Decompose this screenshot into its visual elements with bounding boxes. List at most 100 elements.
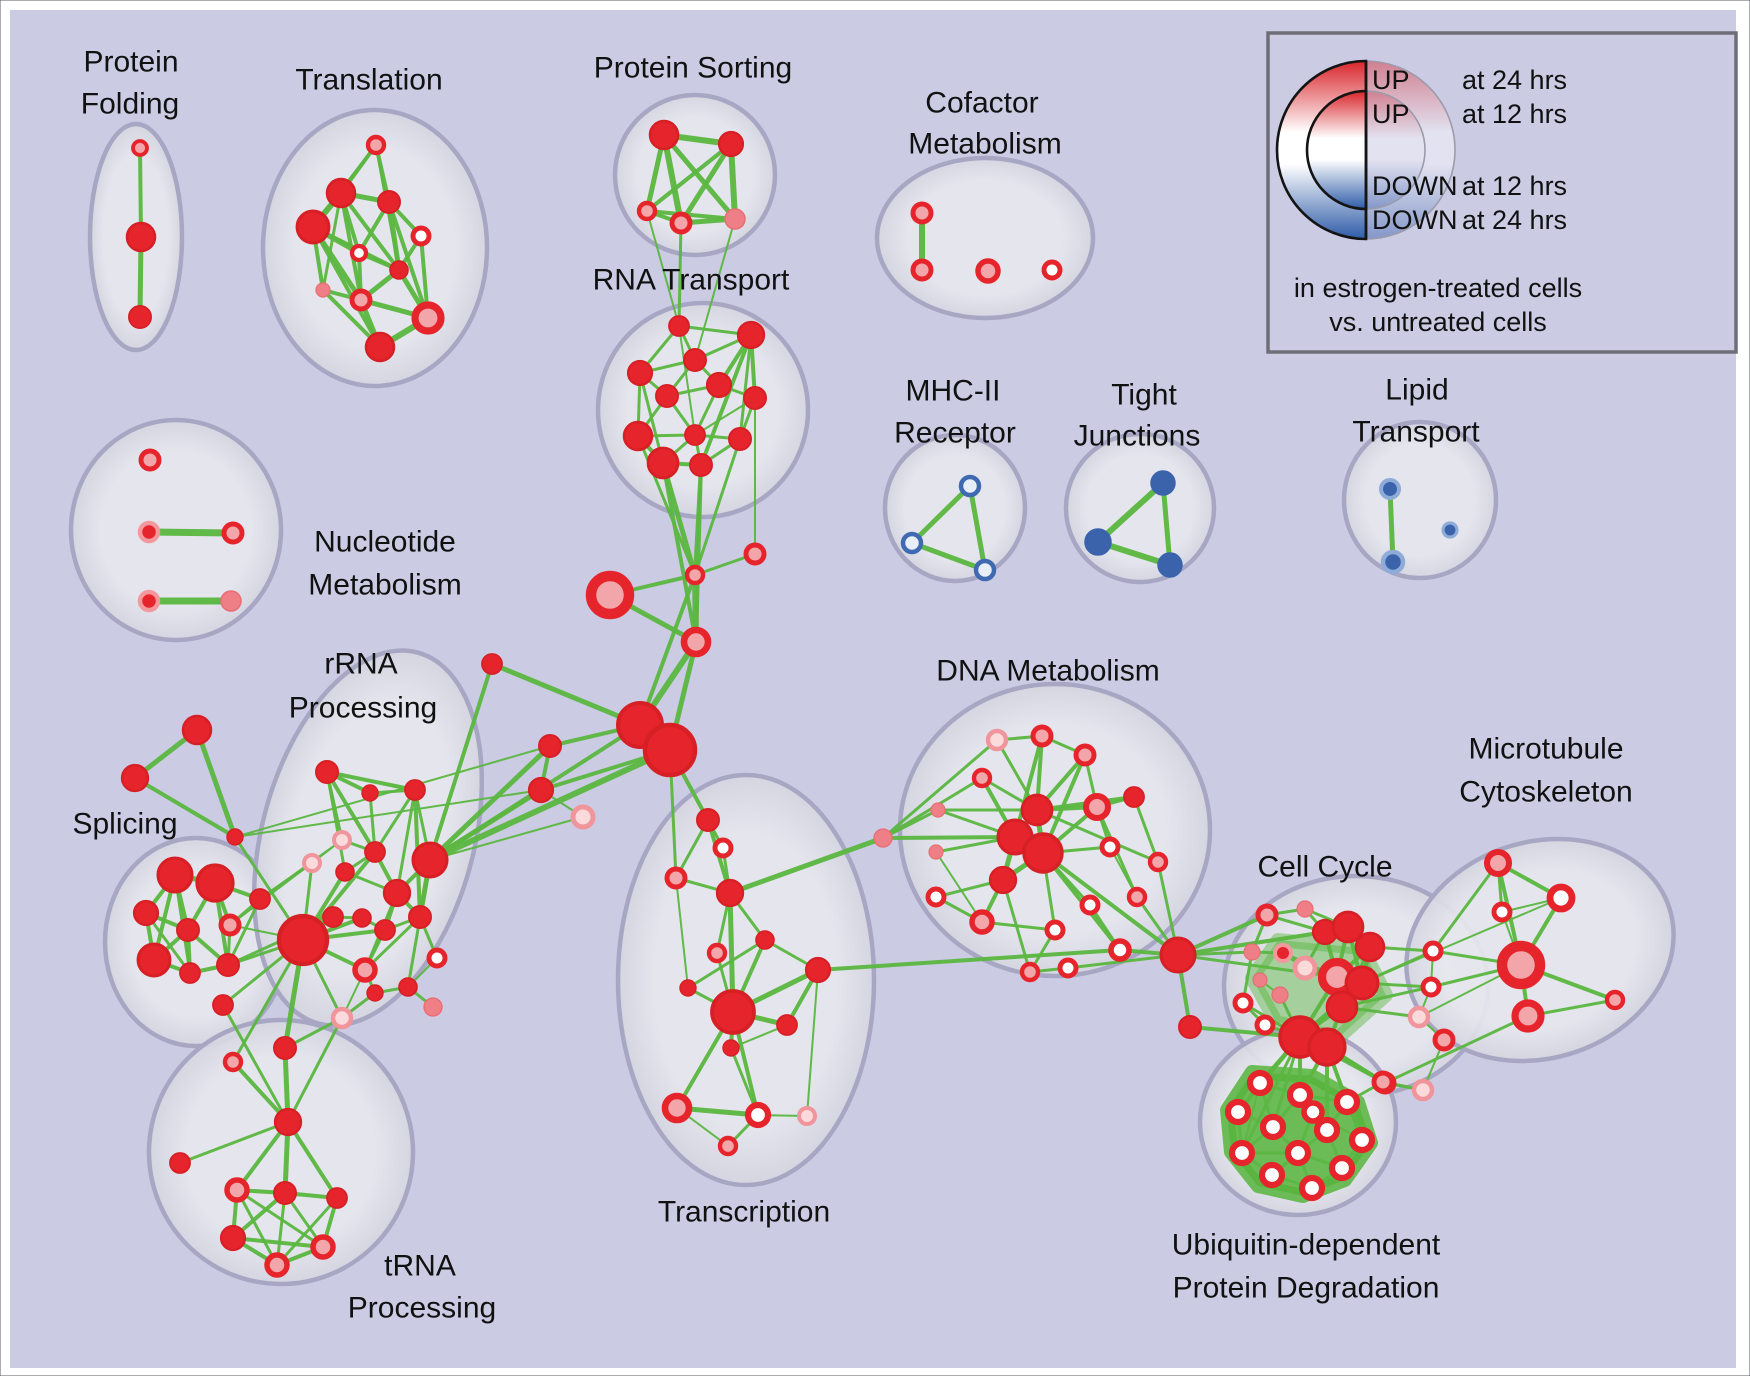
node (212, 994, 234, 1016)
edge (133, 776, 237, 839)
node (315, 282, 331, 298)
edge (194, 727, 238, 840)
node (717, 1135, 739, 1157)
edge (325, 770, 347, 874)
edge (1095, 480, 1166, 545)
edge (234, 789, 542, 838)
legend-direction-1: UP (1372, 99, 1410, 129)
edge (235, 1188, 325, 1249)
node (705, 371, 733, 399)
node (1224, 1098, 1252, 1126)
edge (221, 1003, 290, 1124)
node (1254, 1014, 1276, 1036)
edge (694, 218, 736, 361)
node (1407, 1005, 1431, 1029)
edge (286, 1120, 339, 1200)
node (626, 359, 654, 387)
node (910, 201, 934, 225)
node (684, 424, 706, 446)
edge (909, 540, 988, 573)
cluster-label-cofactor-metabolism: Metabolism (908, 128, 1061, 161)
node (1243, 943, 1261, 961)
node (988, 865, 1018, 895)
node (1041, 259, 1063, 281)
node (1441, 521, 1459, 539)
edge (1035, 808, 1160, 864)
node (1354, 931, 1386, 963)
node (325, 177, 357, 209)
node (364, 331, 396, 363)
edge (321, 191, 343, 292)
node (264, 1252, 290, 1278)
node (669, 211, 693, 235)
node (873, 828, 893, 848)
node (1271, 986, 1289, 1004)
node (218, 913, 242, 937)
node (365, 134, 387, 156)
node (1159, 936, 1197, 974)
node (1079, 894, 1101, 916)
edge (738, 333, 753, 441)
node (696, 808, 720, 832)
node (1022, 832, 1064, 874)
node (1511, 999, 1545, 1033)
edge (675, 877, 689, 989)
node (326, 1187, 348, 1209)
node (930, 802, 946, 818)
node (276, 913, 330, 967)
edge (967, 483, 988, 573)
node (622, 420, 654, 452)
node (684, 564, 706, 586)
edge (1041, 851, 1180, 957)
edge (145, 528, 237, 537)
edge (387, 200, 430, 320)
node (724, 208, 746, 230)
node (195, 863, 235, 903)
edge (1160, 480, 1173, 568)
node (374, 919, 396, 941)
edge (935, 851, 983, 923)
node (1380, 549, 1406, 575)
edge (699, 333, 753, 467)
edge (275, 1196, 339, 1267)
legend-wheel-right-inner-fade (1366, 91, 1425, 209)
node (1123, 786, 1145, 808)
node (648, 119, 680, 151)
cluster-label-trna-processing: tRNA (384, 1250, 456, 1283)
node (1325, 990, 1359, 1024)
node (646, 446, 680, 480)
node (1604, 989, 1626, 1011)
edge (395, 788, 417, 895)
edge (325, 770, 417, 792)
node (330, 1006, 354, 1030)
node (1084, 528, 1112, 556)
legend-time-3: at 24 hrs (1462, 205, 1567, 235)
node (1333, 1088, 1361, 1116)
node (743, 542, 767, 566)
node (706, 942, 728, 964)
cluster-label-nucleotide-metabolism: Nucleotide (314, 526, 456, 559)
node (925, 886, 947, 908)
node (273, 1036, 297, 1060)
node (120, 763, 150, 793)
node (717, 130, 745, 158)
edge (881, 738, 999, 840)
edge (645, 142, 733, 213)
node (273, 1181, 297, 1205)
node (1108, 938, 1132, 962)
node (179, 962, 201, 984)
node (689, 453, 713, 477)
node (335, 862, 355, 882)
legend-wheel-left-inner (1305, 89, 1368, 211)
node (679, 979, 697, 997)
node (349, 288, 373, 312)
node (1483, 848, 1513, 878)
node (797, 1106, 817, 1126)
cluster-label-ubiquitin-dependent-protein-degradation: Ubiquitin-dependent (1172, 1229, 1441, 1262)
node (426, 947, 448, 969)
node (910, 258, 934, 282)
node (1030, 724, 1054, 748)
edge (325, 770, 377, 854)
node (222, 1051, 244, 1073)
